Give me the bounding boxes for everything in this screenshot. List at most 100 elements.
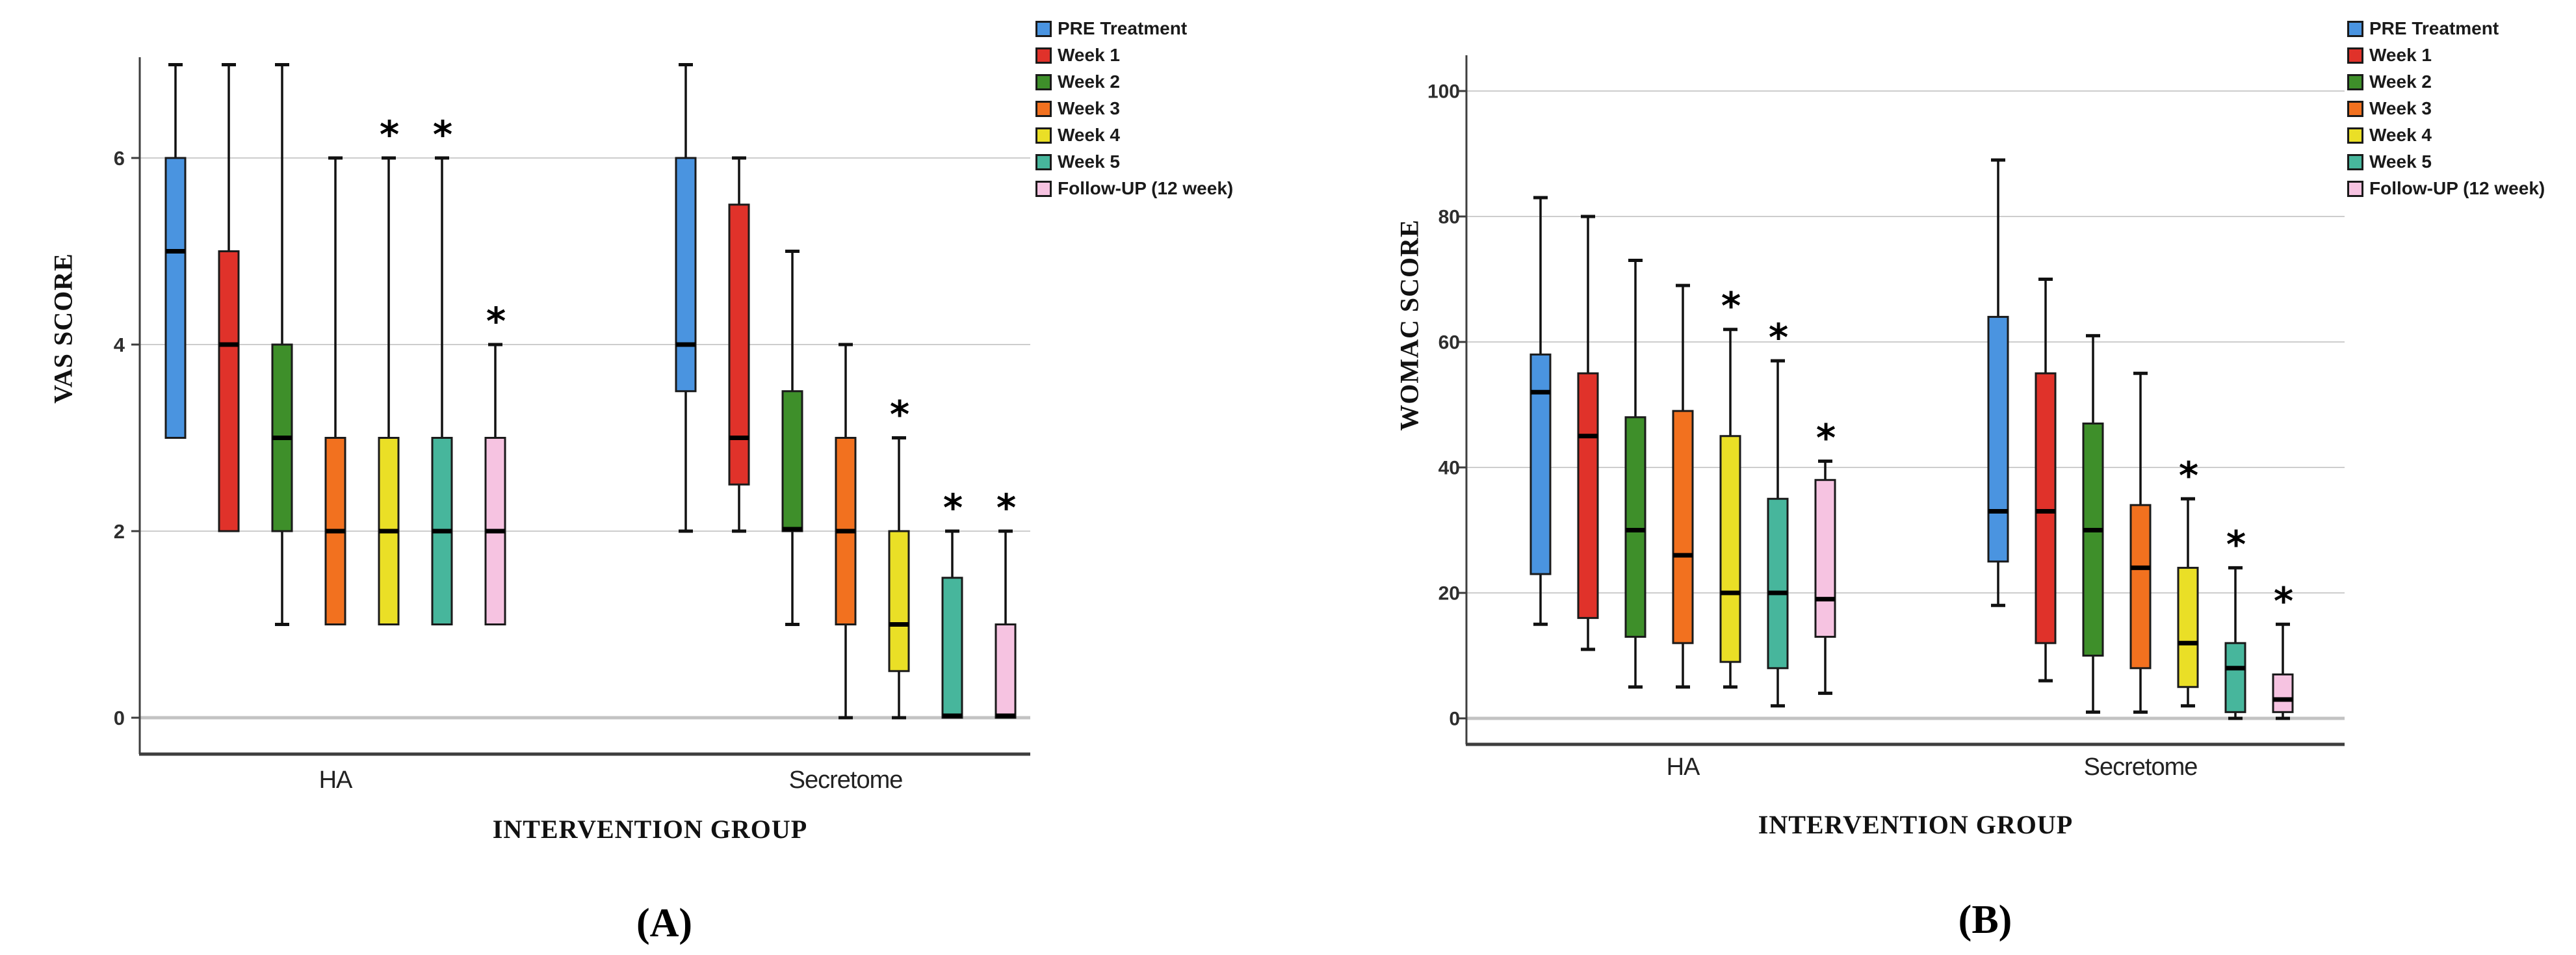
significance-asterisk-secretome-week-4: * [890, 393, 909, 437]
legend-swatch-week-2 [1035, 73, 1052, 90]
significance-asterisk-ha-week-4: * [380, 112, 399, 157]
significance-asterisk-secretome-follow-up-12-week: * [2274, 579, 2293, 623]
legend-item-week-5: Week 5 [1035, 153, 1233, 171]
box-secretome-week-2 [781, 390, 803, 532]
legend-item-week-1: Week 1 [2347, 46, 2545, 64]
box-secretome-week-3 [2129, 504, 2152, 670]
legend-item-week-4: Week 4 [1035, 126, 1233, 144]
legend-label-pre-treatment: PRE Treatment [2369, 18, 2499, 38]
box-ha-week-2 [1624, 416, 1646, 638]
vas-boxplot-chart: 0 2 4 6 * * * * * * HA Secretome [114, 57, 1030, 794]
legend-swatch-week-2 [2347, 73, 2363, 90]
significance-asterisk-ha-follow-up-12-week: * [486, 299, 506, 343]
box-secretome-week-1 [728, 203, 750, 486]
significance-asterisk-secretome-week-5: * [2226, 522, 2246, 566]
legend-swatch-week-3 [2347, 100, 2363, 117]
box-secretome-pre-treatment [1987, 315, 2009, 563]
box-secretome-week-4 [2177, 566, 2199, 688]
legend-swatch-week-5 [1035, 153, 1052, 170]
group-label-ha: HA [319, 766, 353, 794]
legend-item-week-2: Week 2 [1035, 73, 1233, 91]
x-axis-title-a: INTERVENTION GROUP [492, 815, 808, 844]
box-secretome-week-2 [2082, 422, 2104, 657]
legend-label-week-1: Week 1 [1058, 45, 1120, 65]
legend-label-week-2: Week 2 [1058, 72, 1120, 92]
significance-asterisk-secretome-week-5: * [943, 486, 963, 530]
y-tick-label-60: 60 [1438, 332, 1460, 354]
legend-label-pre-treatment: PRE Treatment [1058, 18, 1188, 38]
legend-swatch-week-5 [2347, 153, 2363, 170]
box-secretome-follow-up-12-week [995, 623, 1017, 719]
group-label-secretome: Secretome [789, 766, 903, 794]
box-ha-pre-treatment [164, 157, 187, 439]
box-ha-follow-up-12-week [1814, 478, 1836, 638]
panel-b: 0 20 40 60 80 100 * * * * * * HA Secretome WOMAC SCOR… [1287, 0, 2576, 955]
box-ha-week-1 [218, 250, 240, 532]
legend-label-week-1: Week 1 [2369, 45, 2432, 65]
legend-swatch-follow-up-12-week [2347, 180, 2363, 197]
box-ha-week-5 [1767, 497, 1789, 670]
legend-b: PRE Treatment Week 1 Week 2 Week 3 Week 4 Wee… [2347, 20, 2545, 198]
legend-item-follow-up-12-week: Follow-UP (12 week) [2347, 179, 2545, 198]
y-tick-label-4: 4 [114, 334, 125, 356]
legend-item-follow-up-12-week: Follow-UP (12 week) [1035, 179, 1233, 198]
box-secretome-week-1 [2035, 372, 2057, 644]
caption-a: (A) [636, 901, 693, 945]
box-secretome-week-4 [888, 530, 910, 672]
significance-asterisk-secretome-follow-up-12-week: * [996, 486, 1016, 530]
legend-label-week-4: Week 4 [2369, 125, 2432, 145]
y-axis-title-vas: VAS SCORE [48, 253, 78, 404]
legend-item-week-4: Week 4 [2347, 126, 2545, 144]
legend-label-week-3: Week 3 [2369, 98, 2432, 118]
significance-asterisk-secretome-week-4: * [2179, 453, 2198, 497]
box-secretome-week-5 [2224, 642, 2246, 713]
y-tick-label-100: 100 [1427, 81, 1460, 103]
legend-label-week-5: Week 5 [2369, 151, 2432, 172]
legend-swatch-week-1 [1035, 47, 1052, 64]
panel-a: 0 2 4 6 * * * * * * HA Secretome VAS SCORE INTERVEN… [0, 0, 1287, 955]
legend-item-pre-treatment: PRE Treatment [1035, 20, 1233, 38]
group-label-ha: HA [1667, 753, 1700, 781]
legend-item-week-2: Week 2 [2347, 73, 2545, 91]
y-axis-title-womac: WOMAC SCORE [1394, 219, 1424, 431]
y-tick-label-40: 40 [1438, 458, 1460, 479]
legend-item-pre-treatment: PRE Treatment [2347, 20, 2545, 38]
legend-item-week-3: Week 3 [2347, 99, 2545, 118]
significance-asterisk-ha-week-4: * [1721, 284, 1741, 328]
legend-item-week-5: Week 5 [2347, 153, 2545, 171]
legend-swatch-week-4 [1035, 127, 1052, 144]
box-secretome-follow-up-12-week [2272, 673, 2294, 713]
legend-label-week-3: Week 3 [1058, 98, 1120, 118]
y-tick-label-20: 20 [1438, 583, 1460, 605]
legend-item-week-1: Week 1 [1035, 46, 1233, 64]
legend-label-week-5: Week 5 [1058, 151, 1120, 172]
box-secretome-week-5 [941, 577, 963, 719]
womac-boxplot-chart: 0 20 40 60 80 100 * * * * * * HA Secretome [1427, 55, 2345, 781]
box-secretome-pre-treatment [675, 157, 697, 393]
legend-item-week-3: Week 3 [1035, 99, 1233, 118]
legend-swatch-week-3 [1035, 100, 1052, 117]
group-label-secretome: Secretome [2084, 753, 2198, 781]
legend-a: PRE Treatment Week 1 Week 2 Week 3 Week 4 Wee… [1035, 20, 1233, 198]
caption-b: (B) [1958, 898, 2012, 942]
significance-asterisk-ha-week-5: * [1769, 315, 1788, 360]
y-tick-label-0: 0 [114, 707, 125, 729]
legend-swatch-follow-up-12-week [1035, 180, 1052, 197]
box-ha-week-4 [1719, 435, 1741, 663]
significance-asterisk-ha-follow-up-12-week: * [1816, 415, 1836, 460]
legend-swatch-pre-treatment [1035, 20, 1052, 37]
y-tick-label-80: 80 [1438, 207, 1460, 228]
y-tick-label-6: 6 [114, 147, 125, 170]
legend-swatch-week-4 [2347, 127, 2363, 144]
legend-label-week-2: Week 2 [2369, 72, 2432, 92]
legend-swatch-pre-treatment [2347, 20, 2363, 37]
y-tick-label-2: 2 [114, 520, 125, 543]
legend-label-follow-up-12-week: Follow-UP (12 week) [2369, 178, 2545, 198]
legend-swatch-week-1 [2347, 47, 2363, 64]
box-ha-pre-treatment [1529, 353, 1552, 575]
legend-label-follow-up-12-week: Follow-UP (12 week) [1058, 178, 1234, 198]
significance-asterisk-ha-week-5: * [433, 112, 452, 157]
x-axis-title-b: INTERVENTION GROUP [1758, 810, 2074, 839]
box-ha-week-1 [1577, 372, 1599, 620]
